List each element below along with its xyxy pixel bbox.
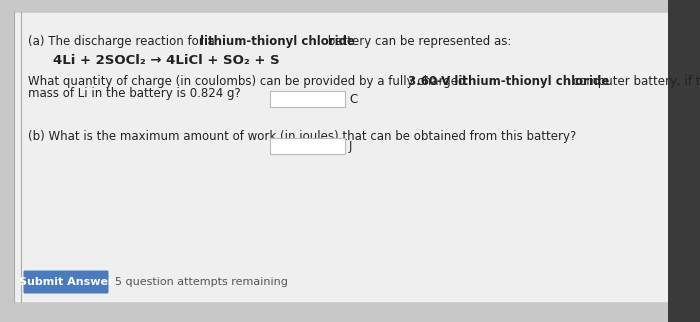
Text: C: C — [349, 92, 357, 106]
Text: 4Li + 2SOCl₂ → 4LiCl + SO₂ + S: 4Li + 2SOCl₂ → 4LiCl + SO₂ + S — [53, 54, 279, 67]
Text: (b) What is the maximum amount of work (in joules) that can be obtained from thi: (b) What is the maximum amount of work (… — [28, 130, 576, 143]
Bar — [270, 138, 345, 154]
Text: Submit Answer: Submit Answer — [19, 277, 113, 287]
Text: What quantity of charge (in coulombs) can be provided by a fully charged: What quantity of charge (in coulombs) ca… — [28, 75, 469, 88]
Text: lithium-thionyl chloride: lithium-thionyl chloride — [199, 35, 355, 48]
FancyBboxPatch shape — [24, 270, 108, 293]
Text: (a) The discharge reaction for a: (a) The discharge reaction for a — [28, 35, 218, 48]
Text: 3.60-V lithium-thionyl chloride: 3.60-V lithium-thionyl chloride — [407, 75, 609, 88]
Bar — [270, 91, 345, 107]
Text: 5 question attempts remaining: 5 question attempts remaining — [115, 277, 288, 287]
Text: mass of Li in the battery is 0.824 g?: mass of Li in the battery is 0.824 g? — [28, 87, 241, 100]
Bar — [668, 0, 700, 322]
Text: battery can be represented as:: battery can be represented as: — [324, 35, 512, 48]
Text: computer battery, if the: computer battery, if the — [569, 75, 700, 88]
Text: J: J — [349, 139, 352, 153]
